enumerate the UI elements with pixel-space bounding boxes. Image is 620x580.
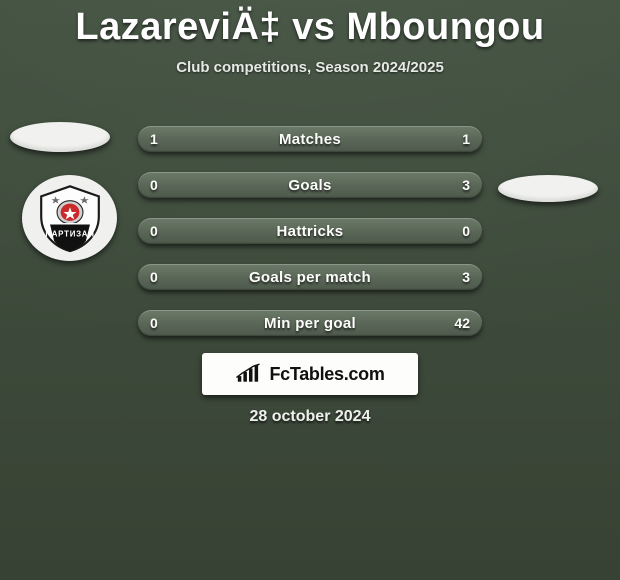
club-badge: ПAPTИЗAH: [22, 175, 117, 261]
stat-label: Matches: [279, 131, 341, 148]
svg-text:ПAPTИЗAH: ПAPTИЗAH: [45, 230, 94, 239]
stat-row-goals: 0 Goals 3: [138, 172, 482, 198]
stat-left-value: 0: [150, 269, 158, 285]
stat-label: Min per goal: [264, 315, 356, 332]
stat-label: Hattricks: [277, 223, 344, 240]
player-left-avatar-placeholder: [10, 122, 110, 152]
stat-right-value: 3: [462, 269, 470, 285]
stat-left-value: 0: [150, 223, 158, 239]
stat-label: Goals per match: [249, 269, 371, 286]
page-subtitle: Club competitions, Season 2024/2025: [0, 59, 620, 76]
stat-right-value: 0: [462, 223, 470, 239]
player-right-avatar-placeholder: [498, 175, 598, 202]
date-label: 28 october 2024: [0, 408, 620, 426]
stat-left-value: 0: [150, 315, 158, 331]
brand-badge[interactable]: FcTables.com: [202, 353, 418, 395]
stat-left-value: 0: [150, 177, 158, 193]
stat-right-value: 1: [462, 131, 470, 147]
stat-row-hattricks: 0 Hattricks 0: [138, 218, 482, 244]
stat-right-value: 3: [462, 177, 470, 193]
stat-left-value: 1: [150, 131, 158, 147]
page-title: LazareviÄ‡ vs Mboungou: [0, 0, 620, 49]
stats-list: 1 Matches 1 0 Goals 3 0 Hattricks 0 0 Go…: [138, 126, 482, 356]
partizan-crest-icon: ПAPTИЗAH: [34, 182, 106, 254]
stat-right-value: 42: [454, 315, 470, 331]
stat-label: Goals: [288, 177, 331, 194]
stat-row-min-per-goal: 0 Min per goal 42: [138, 310, 482, 336]
brand-name: FcTables.com: [269, 364, 384, 385]
bar-chart-icon: [235, 363, 263, 385]
stat-row-matches: 1 Matches 1: [138, 126, 482, 152]
stat-row-goals-per-match: 0 Goals per match 3: [138, 264, 482, 290]
